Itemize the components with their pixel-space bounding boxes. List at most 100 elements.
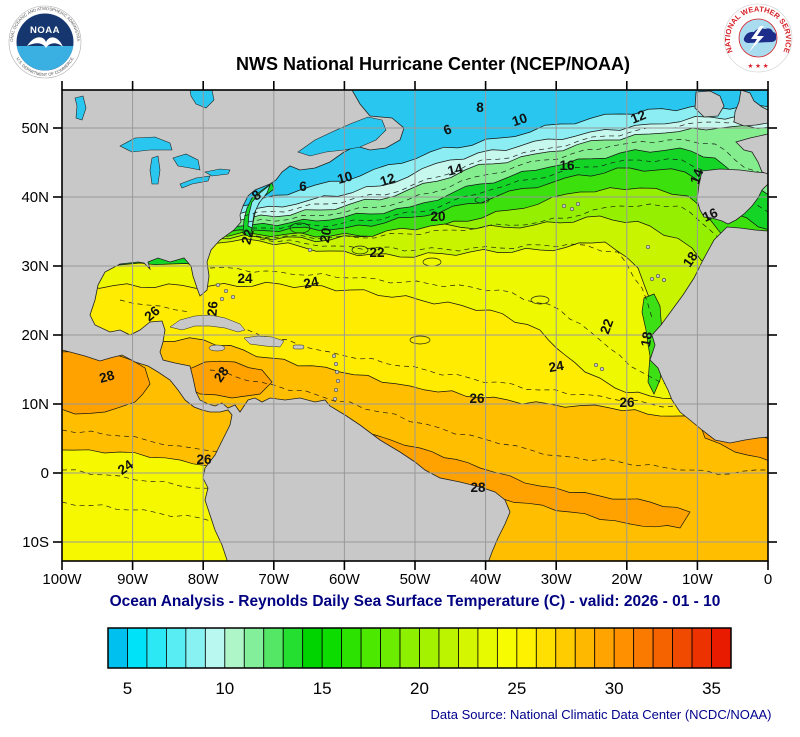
lon-tick-label: 100W [42, 571, 82, 588]
lat-tick-label: 20N [21, 327, 49, 344]
sst-dashed-contour [209, 369, 768, 475]
contour-value-label: 20 [430, 209, 445, 224]
sst-dashed-contour [255, 203, 768, 279]
lon-tick-label: 0 [764, 571, 772, 588]
colorbar-frame [107, 627, 732, 669]
contour-value-label: 16 [559, 158, 575, 173]
colorbar-tick-label: 20 [410, 679, 429, 698]
colorbar-cell [224, 627, 245, 669]
island-speck [332, 396, 338, 402]
island-puerto-rico [292, 344, 305, 350]
contour-value-label: 22 [369, 245, 384, 260]
sst-dashed-contour [247, 139, 768, 223]
contour-value-label: 22 [238, 228, 256, 246]
colorbar-tick-label: 30 [605, 679, 624, 698]
lon-tick-label: 60W [329, 571, 361, 588]
colorbar-cell [204, 627, 226, 669]
island-speck [334, 369, 340, 375]
sst-eddy-contour [351, 245, 369, 255]
contour-value-label: 18 [638, 330, 655, 348]
colorbar-cell [458, 627, 479, 669]
gulf-of-st-lawrence [297, 116, 387, 157]
nws-stars: ★ ★ ★ [747, 63, 768, 70]
axis-labels: 100W 90W 80W 70W 60W 50W 40W 30W 20W 10W 0 50N 40N 30… [21, 120, 772, 588]
island-jamaica [208, 344, 226, 352]
lake-ontario [204, 168, 231, 177]
lat-tick-label: 10S [22, 534, 49, 551]
colorbar-cell [652, 627, 673, 669]
colorbar-cell [146, 627, 167, 669]
nws-cloud-icon [743, 28, 777, 43]
colorbar-cell [166, 627, 187, 669]
colorbar-cell [477, 627, 498, 669]
island-speck [223, 288, 229, 294]
small-islands [215, 201, 667, 402]
island-speck [649, 276, 655, 282]
contour-value-label: 26 [196, 452, 212, 467]
lat-tick-label: 40N [21, 189, 49, 206]
lat-tick-label: 0 [41, 465, 49, 482]
colorbar-cell [341, 627, 362, 669]
nws-lightning-icon [749, 26, 764, 52]
lon-tick-label: 30W [541, 571, 573, 588]
land-great-britain [733, 90, 768, 127]
colorbar-cell [399, 627, 420, 669]
island-speck [569, 206, 575, 212]
island-speck [645, 244, 651, 250]
colorbar-cell [711, 627, 732, 669]
noaa-seagull-icon [27, 37, 63, 48]
colorbar-cell [185, 627, 206, 669]
sst-dashed-contour [259, 238, 653, 319]
noaa-disc-sea [16, 46, 74, 71]
colorbar-cell [321, 627, 343, 669]
contour-value-label: 14 [687, 166, 706, 186]
island-speck [333, 387, 339, 393]
colorbar-tick-label: 5 [123, 679, 132, 698]
colorbar-cell [633, 627, 654, 669]
colorbar-cell [516, 627, 537, 669]
island-speck [561, 203, 567, 209]
colorbar-cell [243, 627, 265, 669]
contour-value-label: 28 [470, 480, 486, 495]
colorbar-cell [360, 627, 381, 669]
island-speck [575, 201, 581, 207]
colorbar-cell [263, 627, 284, 669]
page-title: NWS National Hurricane Center (NCEP/NOAA… [236, 54, 630, 74]
contour-value-label: 24 [302, 274, 320, 292]
colorbar-cell [672, 627, 693, 669]
contour-value-label: 26 [204, 300, 220, 317]
sst-dashed-contour [62, 501, 228, 523]
contour-value-label: 20 [317, 227, 334, 244]
island-speck [230, 294, 236, 300]
island-speck [307, 247, 313, 253]
lon-tick-label: 20W [611, 571, 643, 588]
lake-winnipeg [74, 95, 87, 121]
lon-tick-label: 70W [258, 571, 290, 588]
sst-dashed-contour [243, 119, 768, 217]
colorbar-cell [107, 627, 128, 669]
colorbar-cell [594, 627, 615, 669]
lake-michigan [149, 155, 161, 185]
colorbar-cell [302, 627, 323, 669]
data-source-text: Data Source: National Climatic Data Cent… [431, 707, 772, 722]
colorbar-cell [574, 627, 596, 669]
sst-eddy-contour [409, 335, 431, 345]
colorbar-tick-label: 15 [313, 679, 332, 698]
contour-value-label: 22 [597, 317, 616, 336]
sst-contour-line [62, 337, 768, 421]
lat-tick-label: 50N [21, 120, 49, 137]
colorbar-cell [691, 627, 712, 669]
land-france [735, 133, 768, 175]
lon-tick-label: 50W [400, 571, 432, 588]
lon-tick-label: 90W [117, 571, 149, 588]
contour-value-label: 6 [299, 179, 307, 194]
sst-dashed-contour [62, 469, 229, 493]
island-speck [219, 296, 225, 302]
island-speck [215, 282, 221, 288]
contour-value-label: 10 [510, 110, 529, 129]
map-caption: Ocean Analysis - Reynolds Daily Sea Surf… [110, 593, 721, 610]
colorbar-cell [380, 627, 401, 669]
